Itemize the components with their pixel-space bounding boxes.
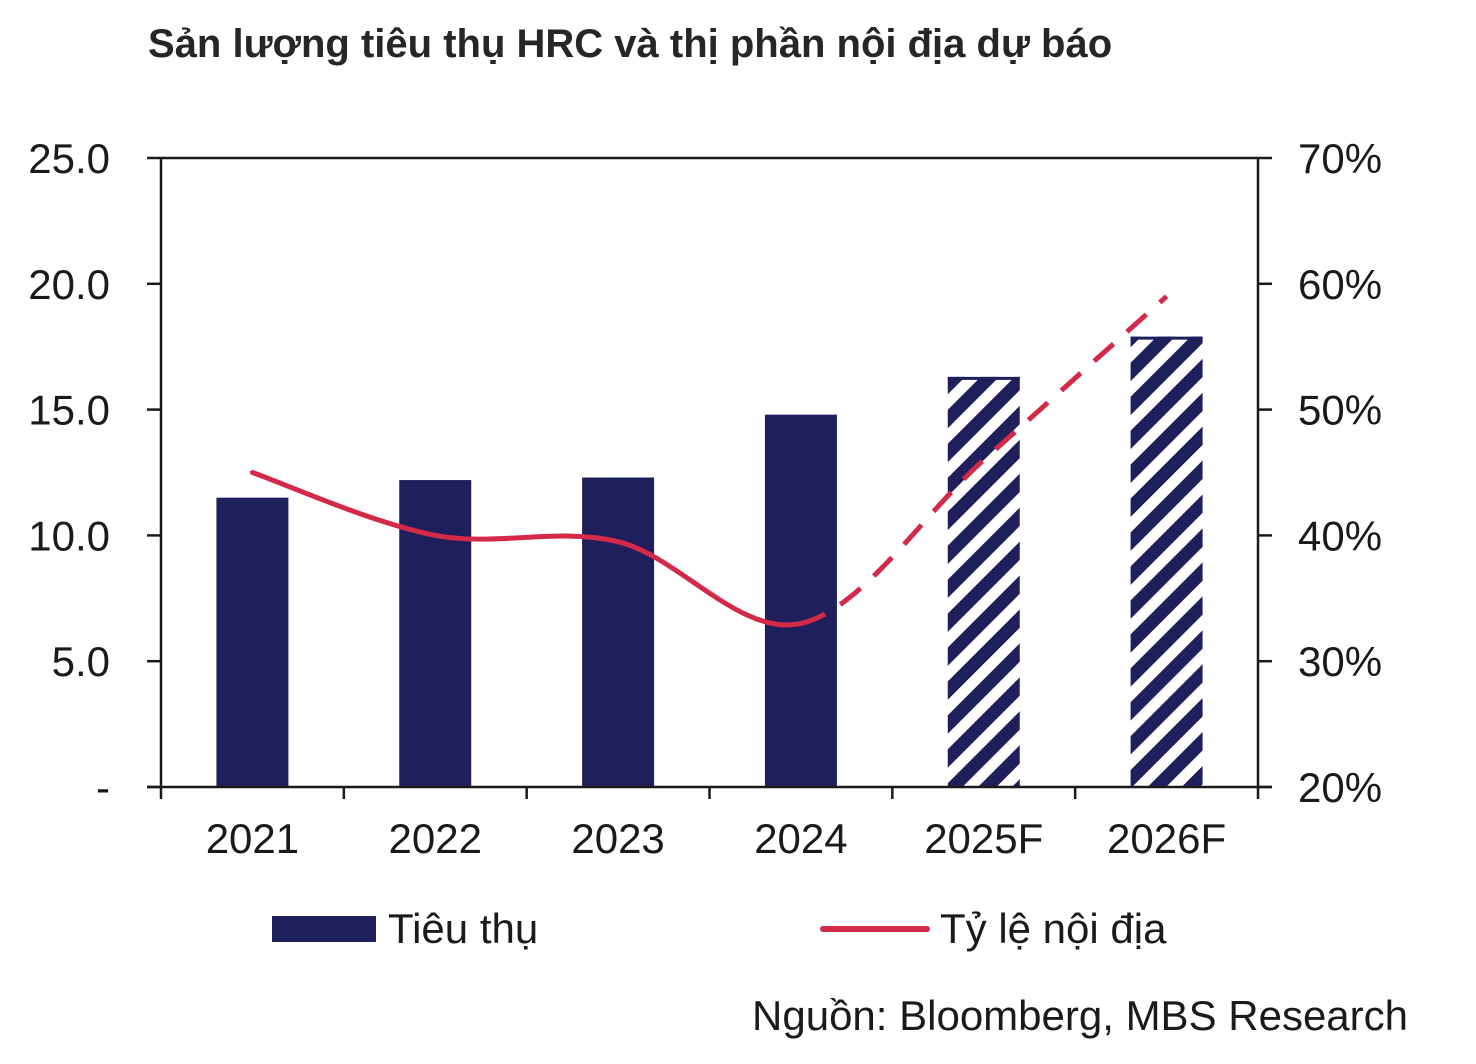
line-domestic-ratio-forecast <box>800 294 1169 626</box>
x-tick-label: 2024 <box>754 815 847 862</box>
x-tick-label: 2025F <box>924 815 1043 862</box>
bar-2023 <box>582 477 655 787</box>
x-tick-label: 2023 <box>571 815 664 862</box>
bar-2026F <box>1130 336 1203 787</box>
chart-title: Sản lượng tiêu thụ HRC và thị phần nội đ… <box>148 22 1113 66</box>
line-domestic-ratio-actual <box>249 470 804 628</box>
legend-item-domestic-ratio: Tỷ lệ nội địa <box>820 905 1166 953</box>
x-tick-label: 2022 <box>389 815 482 862</box>
x-tick-label: 2021 <box>206 815 299 862</box>
axes-layer: - 5.0 10.0 15.0 20.0 25.0 20% 30% 40% 50% 60% 70% 20… <box>28 135 1382 862</box>
bars-layer <box>216 336 1203 787</box>
legend-line-swatch <box>820 926 930 932</box>
y-right-tick-label: 70% <box>1298 135 1382 182</box>
y-right-tick-label: 20% <box>1298 764 1382 811</box>
bar-2025F <box>947 376 1020 787</box>
bar-2024 <box>764 414 837 787</box>
x-tick-label: 2026F <box>1107 815 1226 862</box>
legend-item-consumption: Tiêu thụ <box>272 905 538 953</box>
y-right-tick-label: 40% <box>1298 512 1382 559</box>
source-note: Nguồn: Bloomberg, MBS Research <box>752 992 1408 1039</box>
bar-2022 <box>399 480 472 787</box>
line-layer <box>249 294 1169 628</box>
bar-2021 <box>216 497 289 787</box>
y-right-tick-label: 30% <box>1298 638 1382 685</box>
y-left-tick-label: 20.0 <box>28 261 110 308</box>
y-left-tick-label: 10.0 <box>28 512 110 559</box>
legend-bar-swatch <box>272 916 376 942</box>
y-left-tick-label: 5.0 <box>52 638 110 685</box>
y-left-tick-label: - <box>96 764 110 811</box>
y-left-tick-label: 25.0 <box>28 135 110 182</box>
y-right-tick-label: 50% <box>1298 387 1382 434</box>
y-right-tick-label: 60% <box>1298 261 1382 308</box>
bar-cap-2026F <box>1130 336 1203 340</box>
legend-bar-label: Tiêu thụ <box>388 905 539 952</box>
bar-cap-2025F <box>947 376 1020 380</box>
legend-line-label: Tỷ lệ nội địa <box>940 905 1167 952</box>
y-left-tick-label: 15.0 <box>28 387 110 434</box>
